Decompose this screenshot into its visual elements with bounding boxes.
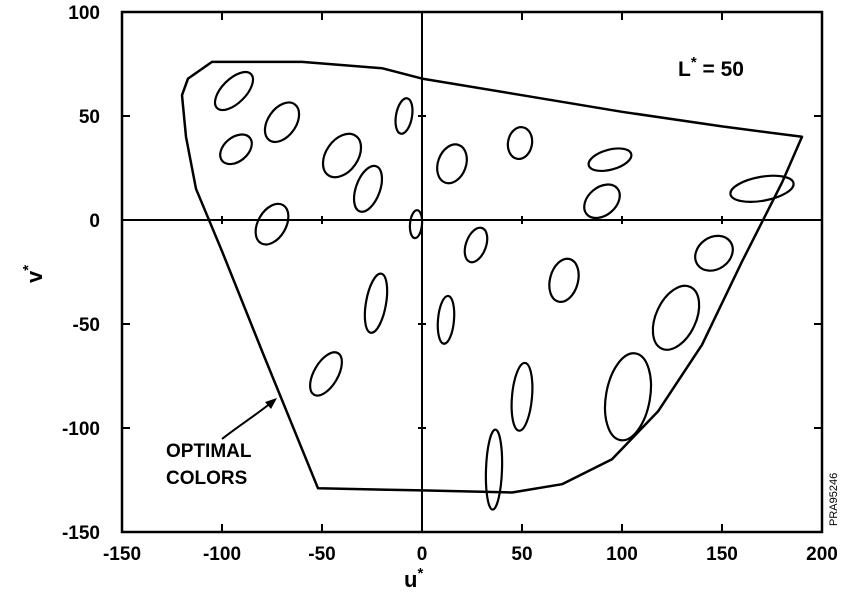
- x-tick-label: 100: [606, 544, 638, 565]
- ellipse: [603, 352, 653, 442]
- x-axis-title-main: u: [404, 567, 417, 592]
- ellipse: [463, 226, 489, 264]
- x-tick-label: -100: [203, 544, 241, 565]
- ellipse: [352, 164, 384, 213]
- ellipse: [254, 202, 290, 246]
- plate-id: PRA95246: [828, 473, 840, 526]
- y-axis-title: v*: [20, 265, 47, 283]
- y-tick-label: -100: [62, 419, 100, 440]
- boundary-label-line-1: OPTIMAL: [166, 441, 252, 462]
- y-axis-title-main: v: [22, 270, 47, 283]
- x-tick-label: 50: [511, 544, 532, 565]
- x-axis-title-sup: *: [417, 565, 423, 582]
- ellipse: [436, 294, 456, 345]
- ellipses: [213, 70, 795, 511]
- x-tick-label: 200: [806, 544, 838, 565]
- ellipse: [408, 209, 424, 240]
- axis-ticks: [121, 11, 823, 533]
- ellipse: [548, 257, 580, 303]
- x-tick-label: -50: [308, 544, 335, 565]
- lightness-prefix: L: [678, 58, 691, 81]
- ellipse: [651, 284, 701, 351]
- x-tick-label: 150: [706, 544, 738, 565]
- ellipse: [219, 133, 253, 166]
- lightness-sup: *: [691, 54, 697, 71]
- ellipse: [583, 183, 621, 220]
- plot-frame: [120, 10, 824, 534]
- ellipse: [394, 97, 414, 135]
- y-tick-label: 50: [79, 107, 100, 128]
- ellipse: [506, 126, 534, 161]
- optimal-colors-boundary: [180, 60, 804, 494]
- ellipse: [263, 101, 301, 144]
- boundary-label-arrowhead: [265, 398, 277, 409]
- boundary-label-pointer: [221, 401, 273, 440]
- ellipse: [363, 272, 389, 334]
- ellipse: [309, 351, 343, 397]
- y-tick-label: -50: [73, 315, 100, 336]
- ellipse: [436, 143, 468, 185]
- lightness-suffix: = 50: [697, 58, 744, 81]
- ellipse: [510, 361, 534, 432]
- y-tick-label: 0: [89, 211, 100, 232]
- x-tick-label: 0: [417, 544, 428, 565]
- x-axis-title: u*: [404, 565, 423, 592]
- y-tick-label: 100: [68, 3, 100, 24]
- ellipse: [694, 234, 734, 272]
- tick-labels: -150 -100 -50 0 50 100 150 200 -150 -100 -50 0 50 100: [62, 3, 838, 565]
- ellipse: [213, 70, 255, 112]
- ellipse: [484, 428, 504, 511]
- ellipse: [729, 174, 795, 203]
- x-tick-label: -150: [103, 544, 141, 565]
- y-axis-title-sup: *: [20, 265, 37, 271]
- ellipse: [587, 147, 633, 172]
- y-tick-label: -150: [62, 523, 100, 544]
- lightness-label: L* = 50: [678, 54, 744, 81]
- boundary-label-line-2: COLORS: [166, 468, 247, 489]
- ellipse: [321, 132, 363, 179]
